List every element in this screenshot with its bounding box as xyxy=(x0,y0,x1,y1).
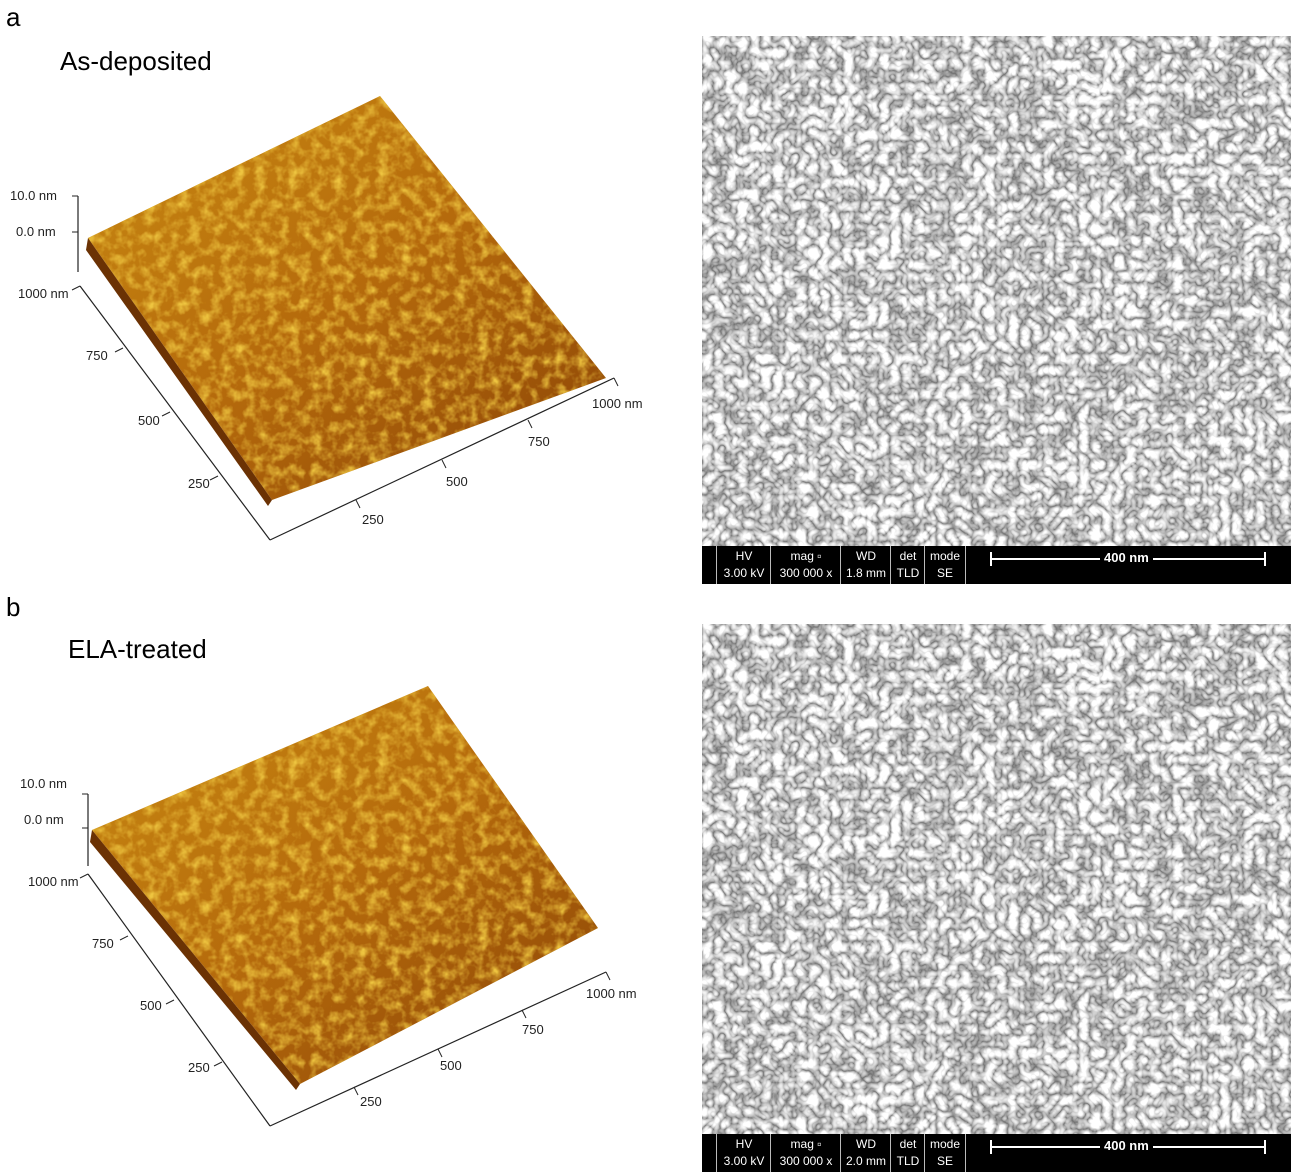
afm-surface-texture xyxy=(88,96,606,500)
y-tick-1000: 1000 nm xyxy=(28,874,79,889)
sem-databar: HV 3.00 kV mag ▫ 300 000 x WD 2.0 mm det TLD… xyxy=(702,1134,1291,1172)
x-tick-500: 500 xyxy=(440,1058,462,1073)
y-axis xyxy=(87,873,271,1127)
afm-surface-front-edge xyxy=(90,830,300,1090)
databar-mag: mag ▫ 300 000 x xyxy=(770,1134,841,1172)
databar-hv: HV 3.00 kV xyxy=(716,546,771,584)
databar-mag: mag ▫ 300 000 x xyxy=(770,546,841,584)
afm-surface-front-edge xyxy=(86,238,272,506)
sem-micrograph xyxy=(702,624,1291,1134)
y-tick-1000: 1000 nm xyxy=(18,286,69,301)
databar-mode: mode SE xyxy=(924,546,966,584)
z-label-zero: 0.0 nm xyxy=(24,812,64,827)
x-tick-750: 750 xyxy=(522,1022,544,1037)
panel-letter-a: a xyxy=(6,2,21,32)
x-tick-250: 250 xyxy=(362,512,384,527)
z-label-top: 10.0 nm xyxy=(20,776,67,791)
x-tick-250: 250 xyxy=(360,1094,382,1109)
databar-hv: HV 3.00 kV xyxy=(716,1134,771,1172)
databar-det: det TLD xyxy=(890,546,925,584)
y-tick-750: 750 xyxy=(92,936,114,951)
sample-title-as-deposited: As-deposited xyxy=(60,46,212,76)
y-tick-500: 500 xyxy=(138,413,160,428)
y-tick-750: 750 xyxy=(86,348,108,363)
scale-bar: 400 nm xyxy=(990,1138,1266,1154)
y-tick-250: 250 xyxy=(188,1060,210,1075)
databar-mode: mode SE xyxy=(924,1134,966,1172)
x-tick-500: 500 xyxy=(446,474,468,489)
panel-letter-b: b xyxy=(6,592,21,622)
afm-surface-texture xyxy=(92,686,598,1084)
x-tick-1000: 1000 nm xyxy=(586,986,637,1001)
scale-bar-label: 400 nm xyxy=(1100,1138,1153,1153)
databar-wd: WD 2.0 mm xyxy=(840,1134,891,1172)
databar-wd: WD 1.8 mm xyxy=(840,546,891,584)
sem-image-panel-ela-treated: HV 3.00 kV mag ▫ 300 000 x WD 2.0 mm det TLD… xyxy=(702,624,1291,1172)
z-label-top: 10.0 nm xyxy=(10,188,57,203)
z-label-zero: 0.0 nm xyxy=(16,224,56,239)
scale-bar-label: 400 nm xyxy=(1100,550,1153,565)
afm-3d-plot-as-deposited: 10.0 nm 0.0 nm 1000 nm 750 500 250 250 5… xyxy=(10,96,643,541)
sem-databar: HV 3.00 kV mag ▫ 300 000 x WD 1.8 mm det TLD… xyxy=(702,546,1291,584)
y-tick-500: 500 xyxy=(140,998,162,1013)
afm-3d-plot-ela-treated: 10.0 nm 0.0 nm 1000 nm 750 500 250 250 5… xyxy=(20,686,637,1127)
x-tick-1000: 1000 nm xyxy=(592,396,643,411)
x-axis xyxy=(269,377,615,541)
databar-det: det TLD xyxy=(890,1134,925,1172)
y-tick-250: 250 xyxy=(188,476,210,491)
sem-micrograph xyxy=(702,36,1291,546)
x-tick-750: 750 xyxy=(528,434,550,449)
sem-image-panel-as-deposited: HV 3.00 kV mag ▫ 300 000 x WD 1.8 mm det TLD… xyxy=(702,36,1291,584)
y-axis xyxy=(79,285,271,541)
sample-title-ela-treated: ELA-treated xyxy=(68,634,207,664)
scale-bar: 400 nm xyxy=(990,550,1266,566)
